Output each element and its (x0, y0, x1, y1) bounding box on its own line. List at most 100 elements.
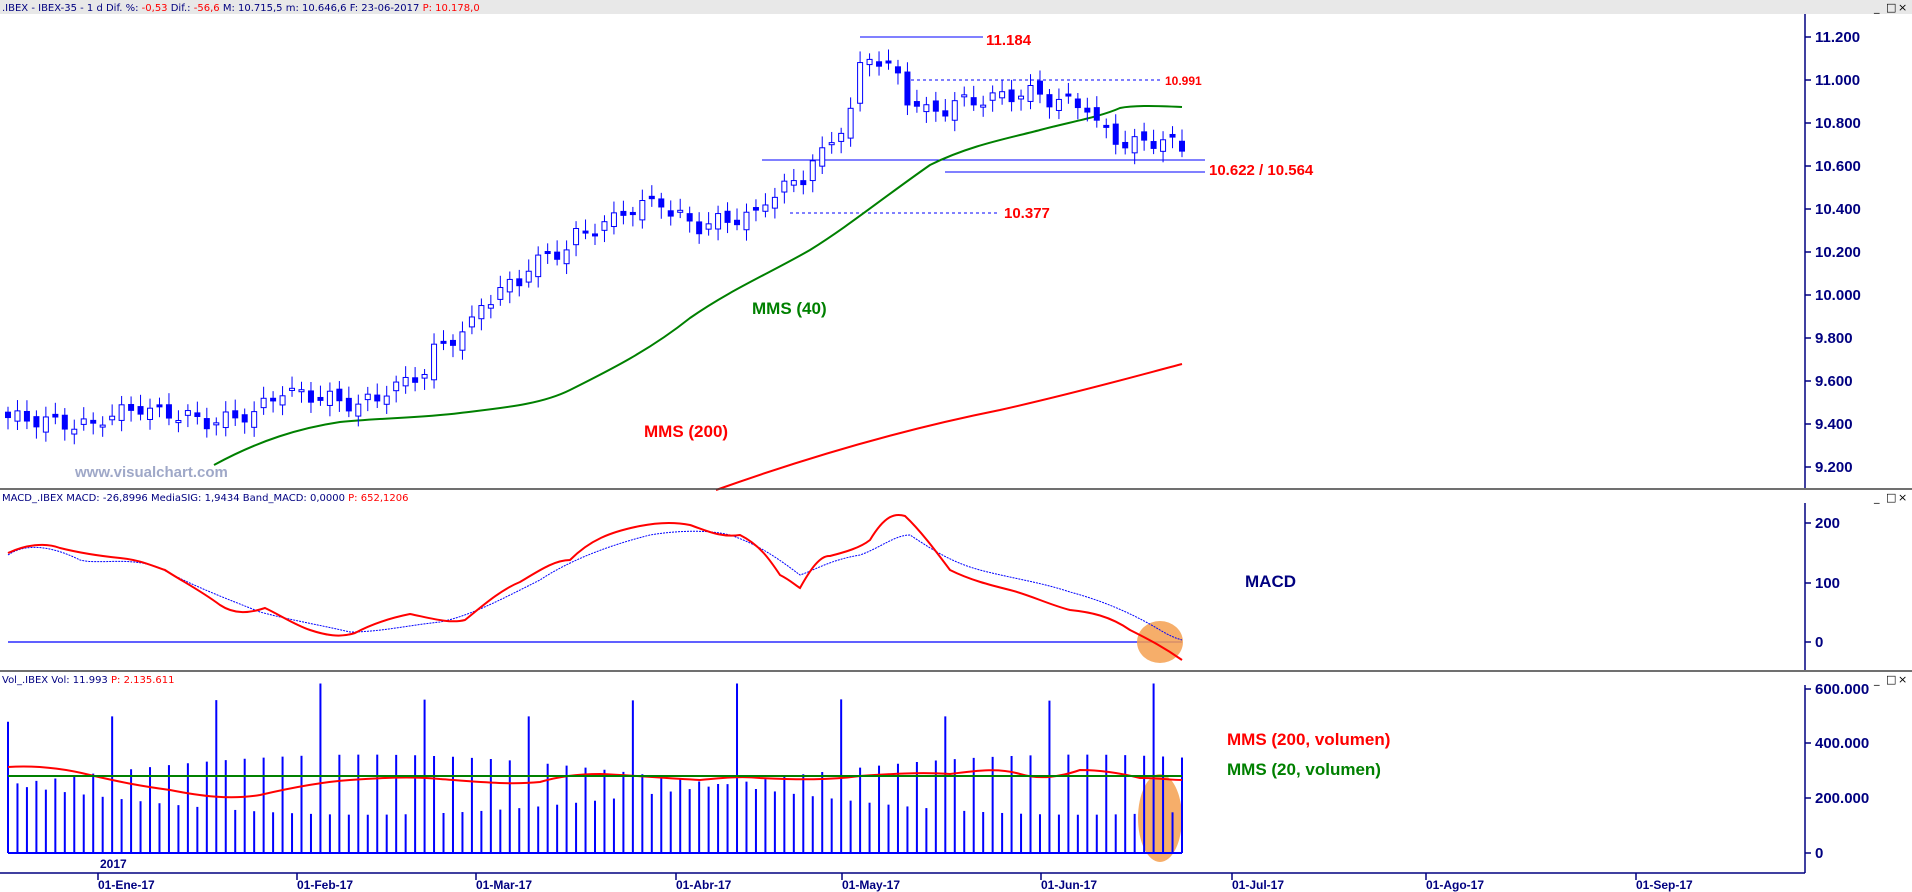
candle-body (781, 180, 788, 193)
volume-mms20-label: MMS (20, volumen) (1227, 760, 1381, 779)
level-label-support: 10.622 / 10.564 (1209, 162, 1314, 179)
candle-body (326, 390, 333, 406)
candle-body (412, 377, 419, 383)
volume-y-tick-label: 200.000 (1815, 790, 1869, 807)
candle-body (819, 147, 826, 167)
candle-body (345, 397, 352, 412)
candle-body (989, 92, 996, 101)
candle-body (1065, 93, 1072, 97)
candle-body (601, 221, 608, 231)
price-panel: .IBEX - IBEX-35 - 1 d Dif. %: -0,53 Dif.… (0, 0, 1912, 491)
candle-body (705, 223, 712, 230)
x-tick-label: 01-Ago-17 (1426, 878, 1484, 892)
candle-body (336, 388, 343, 402)
candles (5, 49, 1185, 445)
candle-body (961, 94, 968, 98)
candle-body (298, 389, 305, 393)
x-tick-label: 01-Jul-17 (1232, 878, 1284, 892)
candle-body (734, 219, 741, 226)
candle-body (970, 97, 977, 106)
candle-body (790, 180, 797, 186)
candle-body (1074, 98, 1081, 109)
maximize-icon[interactable]: □ (1886, 1, 1896, 14)
volume-panel: Vol_.IBEX Vol: 11.993 P: 2.135.611 _ □ ×… (2, 673, 1907, 873)
level-label-gap: 10.377 (1004, 205, 1050, 222)
candle-body (5, 411, 11, 419)
price-window-buttons[interactable]: _ □ × (1873, 1, 1907, 14)
candle-body (904, 71, 911, 106)
candle-body (1122, 141, 1129, 149)
maximize-icon[interactable]: □ (1886, 673, 1896, 686)
candle-body (980, 104, 987, 108)
price-y-tick-label: 10.400 (1815, 201, 1861, 218)
candle-body (1036, 80, 1043, 95)
candle-body (573, 228, 580, 246)
candle-body (478, 305, 485, 320)
candle-body (715, 213, 722, 230)
price-y-tick-label: 9.800 (1815, 330, 1853, 347)
candle-body (128, 404, 135, 411)
x-axis: 2017 01-Ene-17 01-Feb-17 01-Mar-17 01-Abr-1… (0, 857, 1805, 892)
maximize-icon[interactable]: □ (1886, 491, 1896, 504)
candle-body (866, 58, 873, 66)
close-icon[interactable]: × (1898, 491, 1907, 504)
candle-body (639, 200, 646, 221)
minimize-icon[interactable]: _ (1873, 673, 1880, 686)
watermark: www.visualchart.com (74, 464, 228, 481)
candle-body (137, 406, 144, 415)
candle-body (232, 410, 239, 419)
macd-header: MACD_.IBEX MACD: -26,8996 MediaSIG: 1,94… (2, 493, 408, 504)
candle-body (582, 230, 589, 234)
candle-body (838, 132, 845, 142)
minimize-icon[interactable]: _ (1873, 1, 1880, 14)
candle-body (1160, 139, 1167, 152)
candle-body (90, 419, 97, 424)
candle-body (743, 211, 750, 231)
price-y-tick-label: 11.200 (1815, 29, 1860, 46)
candle-body (809, 160, 816, 182)
candle-body (658, 198, 665, 208)
mms40-line (213, 105, 1183, 466)
volume-y-axis: 600.000 400.000 200.000 0 (1805, 681, 1869, 862)
candle-body (402, 376, 409, 387)
volume-window-buttons[interactable]: _ □ × (1873, 673, 1907, 686)
candle-body (260, 397, 267, 409)
candle-body (516, 278, 523, 287)
price-y-axis: 11.200 11.000 10.800 10.600 10.400 10.200 10.0… (1805, 29, 1861, 476)
volume-mms200-label: MMS (200, volumen) (1227, 730, 1390, 749)
candle-body (52, 413, 59, 418)
price-y-tick-label: 10.000 (1815, 287, 1861, 304)
candle-body (241, 414, 248, 423)
candle-body (497, 287, 504, 300)
candle-body (279, 395, 286, 406)
candle-body (459, 331, 466, 351)
x-tick-label: 01-Jun-17 (1041, 878, 1097, 892)
candle-body (80, 418, 87, 425)
candle-body (175, 419, 182, 424)
candle-body (951, 100, 958, 121)
close-icon[interactable]: × (1898, 673, 1907, 686)
candle-body (222, 411, 229, 429)
candle-body (33, 416, 40, 428)
close-icon[interactable]: × (1898, 1, 1907, 14)
candle-body (724, 210, 731, 223)
candle-body (544, 251, 551, 255)
candle-body (71, 428, 78, 435)
minimize-icon[interactable]: _ (1873, 491, 1880, 504)
candle-body (23, 410, 30, 422)
candle-body (1103, 124, 1110, 128)
candle-body (1169, 133, 1176, 138)
candle-body (383, 395, 390, 405)
candle-body (118, 404, 125, 421)
candle-body (667, 210, 674, 217)
candle-body (440, 340, 447, 344)
macd-window-buttons[interactable]: _ □ × (1873, 491, 1907, 504)
candle-body (686, 213, 693, 222)
candle-body (449, 339, 456, 346)
volume-y-tick-label: 400.000 (1815, 735, 1869, 752)
volume-y-tick-label: 600.000 (1815, 681, 1869, 698)
candle-body (317, 396, 324, 401)
candle-body (629, 211, 636, 216)
candle-body (563, 249, 570, 265)
